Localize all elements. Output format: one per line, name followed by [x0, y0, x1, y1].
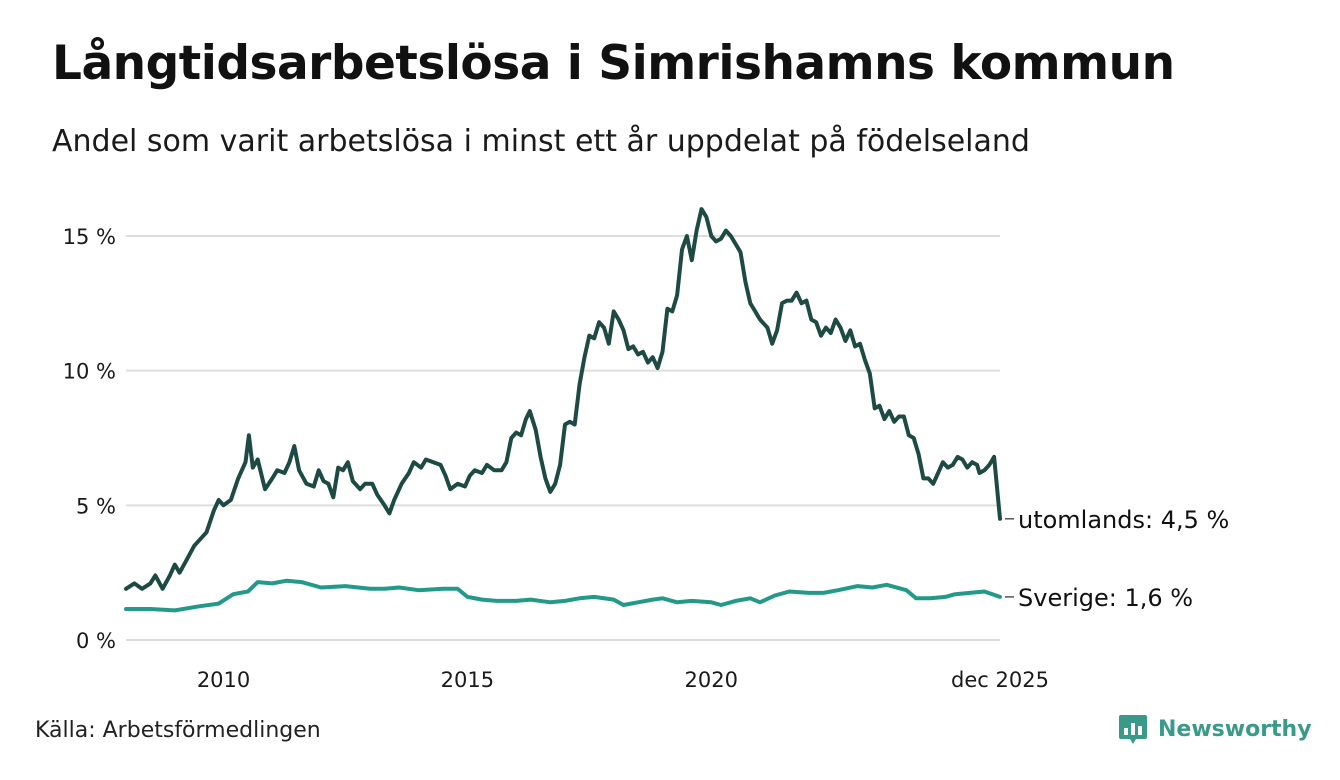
y-tick-label: 5 % [76, 494, 116, 518]
y-tick-label: 15 % [63, 225, 116, 249]
y-axis-ticks: 0 % 5 % 10 % 15 % [63, 225, 116, 653]
source-note: Källa: Arbetsförmedlingen [35, 718, 321, 743]
end-label-utomlands: utomlands: 4,5 % [1018, 506, 1229, 534]
brand-logo: Newsworthy [1118, 713, 1312, 745]
brand-name: Newsworthy [1158, 716, 1312, 742]
y-tick-label: 10 % [63, 360, 116, 384]
chart-subtitle: Andel som varit arbetslösa i minst ett å… [52, 124, 1030, 159]
series-line-utomlands [124, 207, 1002, 591]
end-label-sverige: Sverige: 1,6 % [1018, 584, 1193, 612]
newsworthy-logo-icon [1119, 715, 1147, 744]
line-chart: 0 % 5 % 10 % 15 % 2010 2015 2020 dec 2025 utom… [63, 207, 1229, 692]
x-tick-label: 2015 [441, 668, 494, 692]
gridlines [126, 235, 1000, 641]
x-tick-label: 2010 [197, 668, 250, 692]
x-axis-ticks: 2010 2015 2020 dec 2025 [197, 668, 1049, 692]
y-tick-label: 0 % [76, 629, 116, 653]
x-tick-label: 2020 [685, 668, 738, 692]
end-labels: utomlands: 4,5 % Sverige: 1,6 % [1005, 506, 1229, 612]
series-line-sverige [124, 578, 1002, 613]
x-tick-label: dec 2025 [951, 668, 1049, 692]
series-lines [124, 207, 1002, 613]
chart-title: Långtidsarbetslösa i Simrishamns kommun [52, 36, 1175, 91]
